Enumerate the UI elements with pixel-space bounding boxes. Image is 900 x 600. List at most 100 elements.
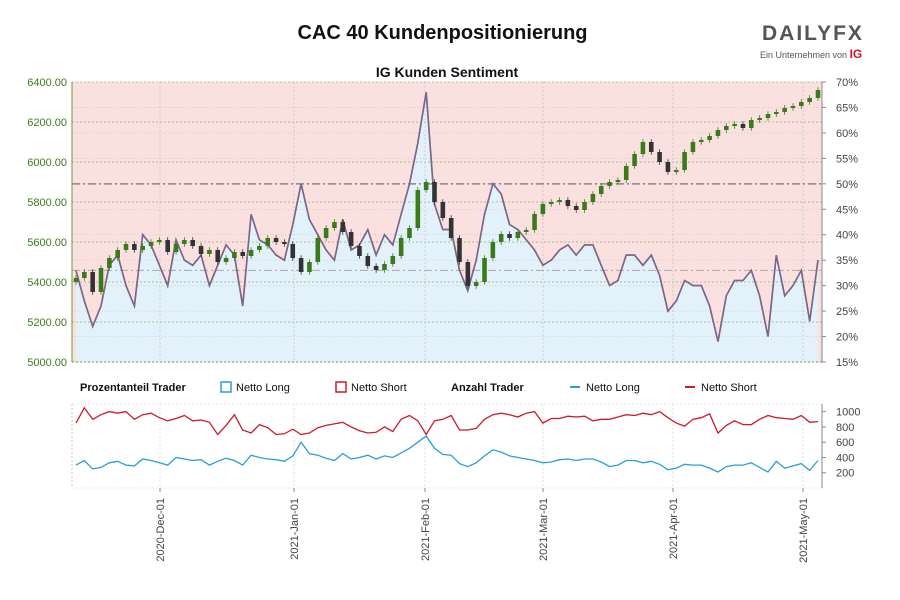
candle-body [290,244,296,258]
price-tick-label: 6000.00 [27,157,67,169]
candle-body [457,238,462,262]
count-tick-label: 800 [836,422,854,434]
candle-body [182,240,187,244]
logo-sub-text: Ein Unternehmen von [760,50,848,60]
price-tick-label: 5000.00 [27,357,67,369]
legend-pct-short-swatch [335,381,347,393]
candle-body [123,244,129,250]
candle-body [498,234,504,242]
candle-body [657,152,662,162]
candle-body [590,194,596,202]
candle-body [698,140,704,142]
candle-body [315,238,321,262]
pct-tick-label: 60% [836,128,858,140]
legend-count-long-label: Netto Long [586,382,640,394]
candle-body [557,200,562,202]
candle-body [490,242,496,258]
date-tick-label: 2021-Apr-01 [668,498,680,559]
candle-body [515,232,521,238]
candle-body [107,258,112,268]
candle-body [532,214,537,230]
candle-body [807,98,812,102]
candle-body [582,202,587,210]
candle-body [432,182,437,202]
pct-tick-label: 40% [836,230,858,242]
candle-body [607,182,612,186]
pct-tick-label: 65% [836,102,858,114]
candle-body [765,114,771,118]
candle-body [782,108,787,112]
candle-body [132,244,137,250]
candle-body [82,272,87,278]
candle-body [382,264,387,270]
candle-body [732,124,737,126]
candle-body [140,246,145,250]
chart-title: CAC 40 Kundenpositionierung [297,22,588,44]
legend-count-title: Anzahl Trader [451,382,524,394]
candle-body [565,200,571,206]
pct-tick-label: 55% [836,153,858,165]
price-tick-label: 5400.00 [27,277,67,289]
candle-body [507,234,512,238]
candle-body [548,202,554,204]
candle-body [465,262,471,286]
candle-body [332,222,337,228]
pct-tick-label: 30% [836,281,858,293]
candle-body [815,90,821,98]
candle-body [482,258,487,282]
candle-body [615,180,621,182]
candle-body [257,246,262,250]
candle-body [232,252,237,258]
net-long-pct-line [75,92,819,342]
candle-body [623,166,629,180]
legend-count-short-label: Netto Short [701,382,757,394]
pct-tick-label: 20% [836,332,858,344]
candle-body [98,268,104,292]
candle-body [173,244,179,252]
candle-body [423,182,429,190]
candle-body [390,256,396,264]
price-tick-label: 6400.00 [27,77,67,89]
candle-body [190,240,196,246]
candle-body [682,152,687,170]
candle-body [365,256,371,266]
candle-body [740,124,746,128]
candle-body [348,232,354,246]
candle-body [207,250,212,254]
candle-body [357,246,362,256]
date-tick-label: 2021-Mar-01 [538,498,550,561]
candle-body [298,258,304,272]
count-tick-label: 400 [836,452,854,464]
candle-body [248,250,254,256]
candle-body [790,106,796,108]
candle-body [598,186,604,194]
candle-body [523,230,529,232]
candle-body [799,102,804,106]
candle-body [73,278,79,282]
candle-body [307,262,312,272]
candle-body [648,142,654,152]
candle-body [398,238,404,256]
candle-body [223,258,229,262]
candle-body [707,136,712,140]
pct-tick-label: 35% [836,255,858,267]
count-tick-label: 200 [836,468,854,480]
candle-body [715,130,721,136]
candle-body [665,162,671,172]
candle-body [165,240,170,252]
date-tick-label: 2021-May-01 [798,498,810,563]
candle-body [265,238,271,246]
candle-body [690,142,696,152]
candle-body [323,228,329,238]
candle-body [440,202,446,218]
legend-pct-long-label: Netto Long [236,382,290,394]
pct-tick-label: 50% [836,179,858,191]
candle-body [282,242,287,244]
date-tick-label: 2021-Jan-01 [289,498,301,560]
candle-body [640,142,646,154]
candle-body [90,272,95,292]
candle-body [724,126,729,130]
price-tick-label: 6200.00 [27,117,67,129]
candle-body [373,266,379,270]
candle-body [198,246,204,254]
